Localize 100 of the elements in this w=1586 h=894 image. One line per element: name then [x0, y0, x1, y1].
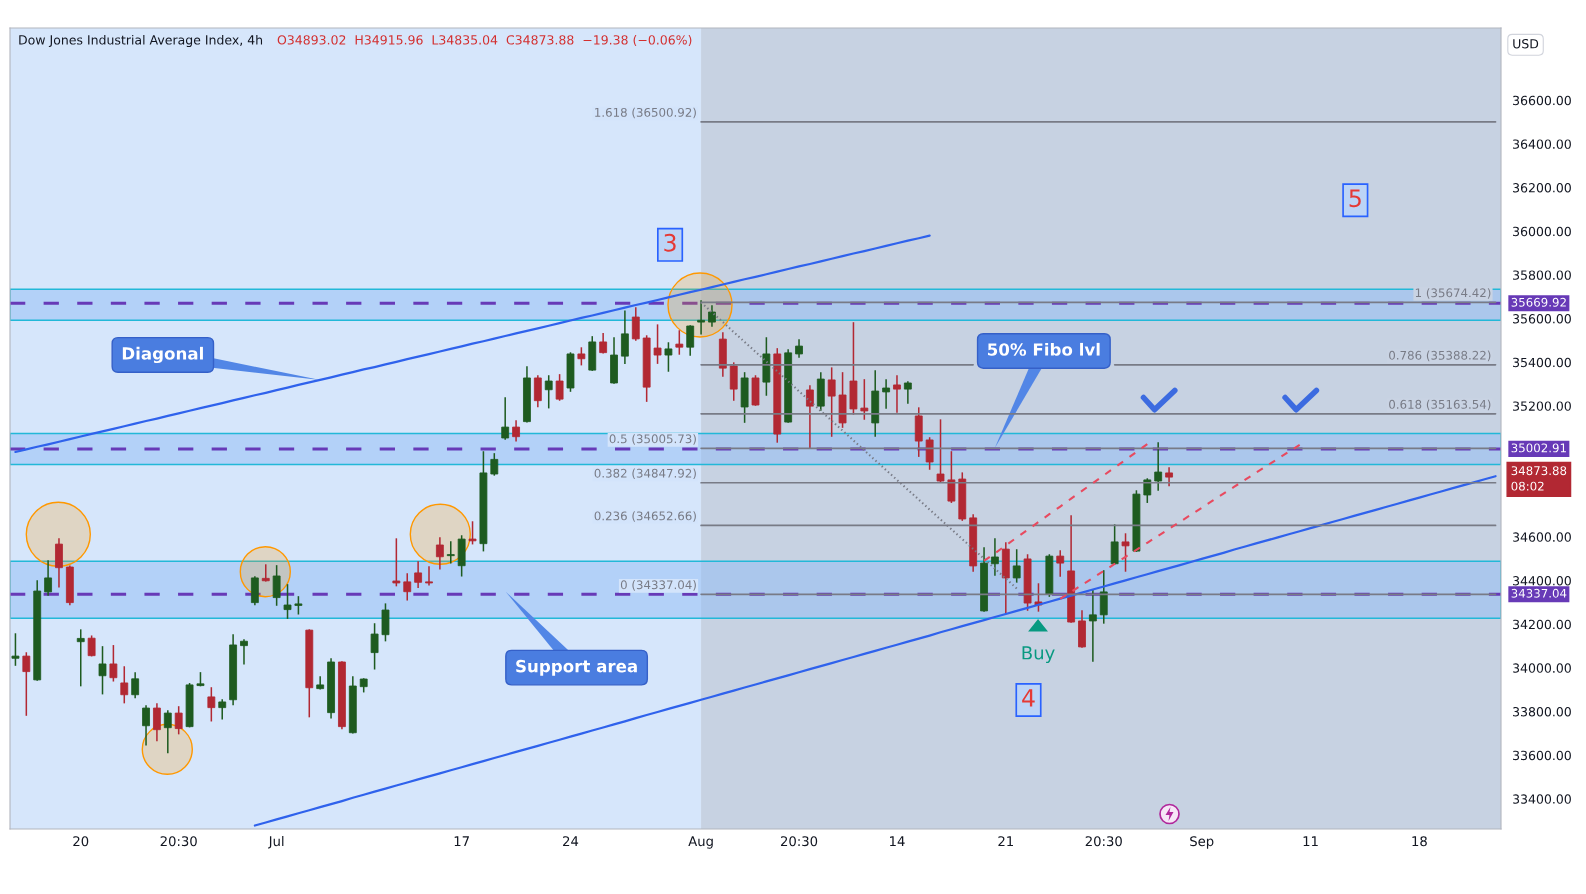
- x-tick-label: 18: [1412, 836, 1427, 847]
- x-tick-label: 20:30: [160, 836, 197, 847]
- candlestick: [1110, 524, 1119, 565]
- candlestick: [446, 541, 455, 564]
- x-tick-label: Sep: [1190, 836, 1214, 849]
- series-label: 0.236 (34652.66): [594, 511, 696, 522]
- y-tick-label: 36200.00: [1513, 183, 1571, 193]
- candlestick: [490, 453, 499, 476]
- y-tick-label: 35800.00: [1513, 270, 1571, 280]
- series-label: 0.382 (34847.92): [594, 468, 696, 480]
- line-series: [983, 443, 1149, 562]
- annotation: 50% Fibo lvl: [988, 342, 1100, 356]
- candlestick: [827, 367, 836, 437]
- candlestick: [1099, 570, 1108, 624]
- x-tick-label: 21: [998, 836, 1013, 846]
- candlestick: [98, 646, 107, 695]
- y-axis-title: USD: [1513, 38, 1539, 49]
- candlestick: [708, 305, 716, 327]
- candlestick: [675, 330, 684, 355]
- candlestick: [697, 300, 705, 335]
- y-tick-label: 33400.00: [1513, 794, 1571, 804]
- x-tick-label: 24: [563, 836, 579, 846]
- candlestick: [131, 672, 140, 699]
- annotation: Diagonal: [122, 346, 203, 364]
- candlestick: [392, 538, 401, 587]
- candlestick: [153, 703, 161, 742]
- candlestick: [631, 307, 640, 341]
- series-label: 1 (35674.42): [1415, 288, 1491, 299]
- candlestick: [1088, 589, 1097, 662]
- ref-line-label: 35669.92: [1511, 297, 1566, 307]
- candlestick: [87, 635, 96, 657]
- x-tick-label: 11: [1303, 836, 1318, 846]
- candlestick: [109, 645, 118, 682]
- y-tick-label: 33800.00: [1513, 707, 1571, 717]
- candlestick: [425, 566, 433, 586]
- candlestick: [533, 375, 542, 408]
- candlestick: [1154, 442, 1163, 491]
- series-label: 0 (34337.04): [620, 580, 696, 591]
- annotation: 5: [1349, 189, 1361, 208]
- y-tick-label: 35200.00: [1513, 401, 1571, 411]
- candlestick: [174, 706, 183, 735]
- candlestick: [142, 705, 150, 746]
- candlestick: [283, 584, 292, 619]
- series-label: 0.786 (35388.22): [1389, 350, 1491, 362]
- text: 34873.88 08:02: [1511, 466, 1567, 491]
- x-tick-label: 17: [454, 836, 469, 846]
- series-label: 1.618 (36500.92): [595, 107, 696, 119]
- y-tick-label: 34400.00: [1513, 576, 1571, 586]
- candlestick: [468, 521, 477, 545]
- text: O34893.02 H34915.96 L34835.04 C34873.88 −19.38 (−0.06%): [277, 34, 692, 47]
- candlestick: [240, 639, 248, 665]
- candlestick: [370, 623, 379, 670]
- x-tick-label: 20:30: [780, 836, 818, 847]
- ref-line-label: 35002.91: [1511, 443, 1566, 453]
- line-series: [14, 234, 931, 454]
- candlestick: [893, 375, 901, 413]
- candlestick: [686, 325, 695, 356]
- candlestick: [501, 397, 510, 440]
- candlestick: [1143, 478, 1152, 503]
- candlestick: [1121, 533, 1130, 572]
- annotation: 3: [664, 233, 676, 252]
- candlestick: [261, 564, 270, 582]
- candlestick: [55, 538, 63, 588]
- y-tick-label: 34200.00: [1513, 619, 1571, 630]
- candlestick: [664, 342, 673, 372]
- candlestick: [991, 538, 999, 576]
- x-tick-label: 20: [73, 836, 89, 847]
- candlestick: [218, 699, 227, 720]
- candlestick: [806, 385, 814, 449]
- candlestick: [936, 419, 945, 483]
- candlestick: [414, 561, 423, 589]
- candlestick: [555, 374, 564, 401]
- candlestick: [272, 565, 281, 606]
- y-tick-label: 36600.00: [1513, 95, 1571, 106]
- candlestick: [882, 379, 890, 409]
- candlestick: [22, 652, 31, 716]
- line-series: [1059, 443, 1301, 600]
- text: Dow Jones Industrial Average Index, 4h: [19, 34, 263, 48]
- candlestick: [207, 687, 216, 722]
- y-tick-label: 34000.00: [1513, 663, 1571, 673]
- candlestick: [729, 362, 738, 401]
- x-tick-label: Aug: [688, 836, 713, 849]
- candlestick: [860, 379, 869, 420]
- candlestick: [599, 333, 608, 354]
- candlestick: [512, 420, 520, 442]
- candlestick: [11, 633, 20, 666]
- candlestick: [621, 310, 629, 364]
- annotation: Support area: [516, 659, 637, 676]
- y-tick-label: 36400.00: [1513, 139, 1571, 149]
- y-tick-label: 36000.00: [1513, 226, 1571, 237]
- annotation: 4: [1022, 689, 1035, 707]
- candlestick: [544, 375, 553, 409]
- series-label: 0.5 (35005.73): [609, 434, 696, 445]
- annotation: Buy: [1022, 646, 1055, 664]
- candlestick: [1056, 550, 1065, 577]
- candlestick: [947, 451, 956, 503]
- y-tick-label: 35400.00: [1513, 357, 1571, 368]
- candlestick: [120, 666, 129, 704]
- candlestick: [163, 710, 172, 754]
- candlestick: [76, 629, 85, 687]
